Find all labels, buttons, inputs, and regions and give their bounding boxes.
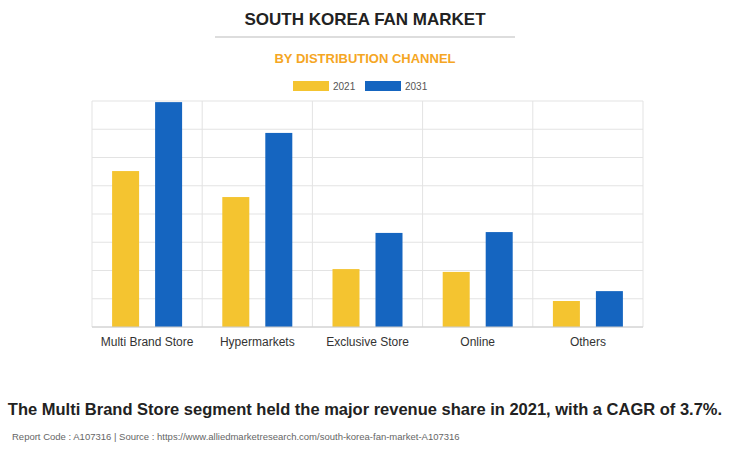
- x-tick-label: Exclusive Store: [326, 335, 409, 349]
- footer: Report Code : A107316 | Source : https:/…: [12, 431, 460, 442]
- subtitle: BY DISTRIBUTION CHANNEL: [274, 51, 455, 66]
- title-rule: [215, 37, 515, 38]
- grid-line-vertical: [643, 101, 644, 327]
- legend-label: 2031: [405, 81, 428, 92]
- x-tick-label: Others: [570, 335, 606, 349]
- bar: [222, 197, 249, 327]
- x-tick-label: Multi Brand Store: [101, 335, 194, 349]
- x-tick-label: Online: [460, 335, 495, 349]
- bar: [376, 233, 403, 327]
- grid-line-vertical: [202, 101, 203, 327]
- x-tick-label: Hypermarkets: [220, 335, 295, 349]
- bar: [486, 232, 513, 327]
- grid-line-vertical: [312, 101, 313, 327]
- bar: [333, 269, 360, 327]
- legend-label: 2021: [333, 81, 356, 92]
- bar: [443, 272, 470, 327]
- title: SOUTH KOREA FAN MARKET: [244, 10, 486, 29]
- grid-line-vertical: [422, 101, 423, 327]
- grid-line-vertical: [92, 101, 93, 327]
- caption: The Multi Brand Store segment held the m…: [8, 400, 722, 418]
- chart: SOUTH KOREA FAN MARKET BY DISTRIBUTION CH…: [0, 0, 730, 453]
- bar: [155, 102, 182, 327]
- grid-line: [92, 101, 643, 102]
- grid-line: [92, 327, 643, 328]
- legend-swatch: [293, 81, 329, 91]
- legend-swatch: [365, 81, 401, 91]
- bar: [112, 171, 139, 327]
- bar: [265, 133, 292, 327]
- legend: 2021 2031: [293, 81, 428, 92]
- bars: [112, 102, 623, 327]
- x-axis: [92, 327, 643, 328]
- bar: [596, 291, 623, 327]
- bar: [553, 301, 580, 327]
- grid-line-vertical: [532, 101, 533, 327]
